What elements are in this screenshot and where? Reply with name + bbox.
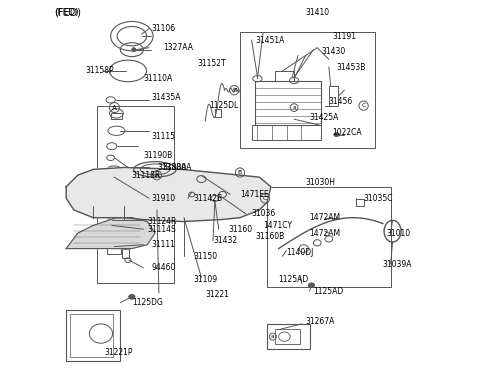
Ellipse shape [129,294,135,299]
Text: 31109: 31109 [193,275,218,284]
Ellipse shape [132,48,136,52]
Bar [275,71,294,81]
Text: 31221: 31221 [205,291,229,300]
Text: 1125AD: 1125AD [278,275,309,284]
Text: 31380A: 31380A [157,163,186,172]
Bar [122,249,129,258]
Polygon shape [66,167,271,222]
Text: 31380A: 31380A [163,163,192,172]
Text: 1125DL: 1125DL [209,101,239,110]
Text: 1125AD: 1125AD [313,287,344,296]
Text: 31910: 31910 [151,194,175,203]
Text: 31039A: 31039A [383,259,412,268]
Bar [252,125,321,140]
Text: 31114S: 31114S [147,225,176,234]
Text: 31221P: 31221P [105,349,133,357]
Text: 1125DG: 1125DG [132,298,163,307]
Text: 31435A: 31435A [151,93,180,102]
Bar [267,187,391,287]
Text: (FED): (FED) [55,9,79,18]
Ellipse shape [308,283,314,287]
Text: 31410: 31410 [306,9,330,18]
Bar [267,324,310,349]
Text: B: B [232,88,236,93]
Text: C: C [361,103,366,108]
Text: 31150: 31150 [193,252,218,261]
Text: 31152T: 31152T [197,59,226,68]
Text: 31453B: 31453B [336,63,366,72]
Text: B: B [238,170,242,175]
Text: A: A [155,173,159,178]
Bar [240,32,375,148]
Text: 31160B: 31160B [255,233,285,242]
Polygon shape [66,218,155,249]
Text: 31267A: 31267A [306,317,335,326]
Text: C: C [263,196,267,201]
Text: 1022CA: 1022CA [333,128,362,137]
Bar [107,239,121,254]
Text: a: a [271,334,275,339]
Text: 31115: 31115 [151,132,175,141]
Bar [275,329,300,344]
Text: 31191: 31191 [333,32,357,40]
Bar [255,81,321,125]
Text: 1471CY: 1471CY [263,221,292,230]
Text: 31432: 31432 [213,237,237,245]
Text: 31118R: 31118R [132,171,161,180]
Bar [356,199,364,206]
Text: (FED): (FED) [55,8,82,18]
Text: 31030H: 31030H [306,179,336,187]
Ellipse shape [334,133,339,137]
Bar [110,113,122,119]
Bar [70,314,112,357]
Text: 1327AA: 1327AA [163,43,193,52]
Bar [108,169,120,187]
Text: 31036: 31036 [252,209,276,218]
Text: A: A [112,105,117,110]
Text: 31124R: 31124R [147,217,177,226]
Bar [97,106,174,283]
Text: 1140DJ: 1140DJ [287,248,314,257]
Text: 31035C: 31035C [363,194,393,203]
Text: 1472AM: 1472AM [310,213,341,222]
Text: 31430: 31430 [321,47,345,56]
Bar [109,224,114,233]
Text: 31158P: 31158P [85,67,114,75]
Text: 31110A: 31110A [144,74,173,83]
Text: 31451A: 31451A [255,35,285,44]
Text: 31111: 31111 [151,240,175,249]
Text: 1472AM: 1472AM [310,229,341,238]
Text: 31190B: 31190B [144,151,173,160]
Bar [329,86,338,106]
Text: 31456: 31456 [329,97,353,106]
Text: 31106: 31106 [151,24,175,33]
Text: a: a [292,105,296,110]
Bar [66,310,120,361]
Text: 31142B: 31142B [193,194,223,203]
Text: 31160: 31160 [228,225,252,234]
Text: 31010: 31010 [387,229,411,238]
Text: 31425A: 31425A [310,113,339,122]
Text: 1471EE: 1471EE [240,190,269,199]
Text: 94460: 94460 [151,263,176,272]
Bar [215,109,221,117]
